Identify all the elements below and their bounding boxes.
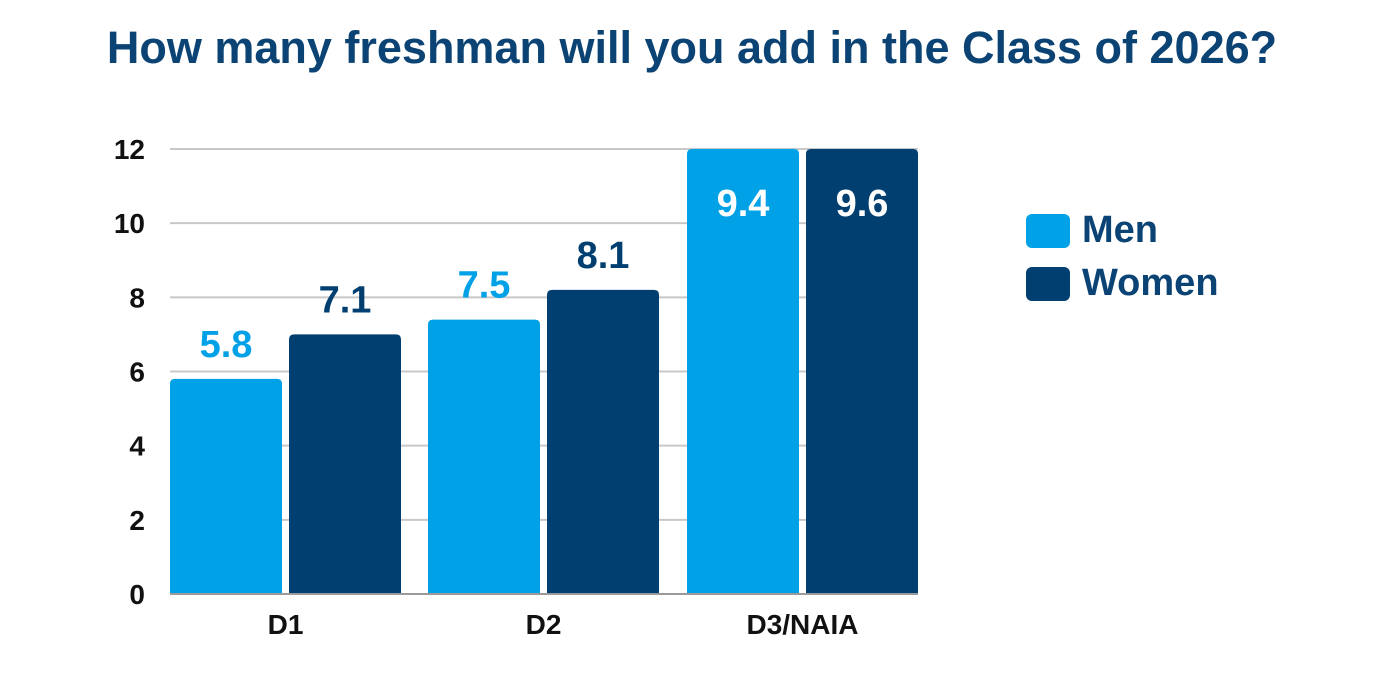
bar-women-d1 <box>289 334 401 594</box>
data-label-men-d3-naia: 9.4 <box>717 183 770 225</box>
legend-item-men: Men <box>1026 204 1219 257</box>
bar-men-d2 <box>428 319 540 594</box>
legend-swatch-men <box>1026 213 1070 248</box>
data-label-men-d2: 7.5 <box>458 265 511 307</box>
bars: 5.8 7.5 9.4 7.1 8.1 9.6 <box>170 149 918 595</box>
y-tick-label: 4 <box>129 431 145 462</box>
data-label-women-d3-naia: 9.6 <box>836 183 889 225</box>
y-tick-label: 2 <box>129 505 145 536</box>
x-tick-label: D1 <box>268 609 304 640</box>
y-tick-label: 10 <box>114 208 145 239</box>
legend: Men Women <box>1026 204 1219 310</box>
bar-men-d1 <box>170 378 282 594</box>
grid-lines <box>170 148 918 521</box>
x-tick-label: D3/NAIA <box>746 609 858 640</box>
x-axis-ticks: D1 D2 D3/NAIA <box>268 609 859 640</box>
y-tick-label: 8 <box>129 282 145 313</box>
data-label-women-d2: 8.1 <box>577 235 630 277</box>
bar-women-d2 <box>547 289 659 594</box>
legend-label-women: Women <box>1082 262 1219 304</box>
y-axis-ticks: 0 2 4 6 8 10 12 <box>114 134 146 610</box>
bar-women-d3-naia <box>806 149 918 594</box>
data-label-women-d1: 7.1 <box>319 279 372 321</box>
chart-title: How many freshman will you add in the Cl… <box>106 22 1278 73</box>
legend-label-men: Men <box>1082 209 1158 251</box>
x-tick-label: D2 <box>526 609 562 640</box>
y-tick-label: 0 <box>129 579 145 610</box>
bar-men-d3-naia <box>687 149 799 594</box>
data-label-men-d1: 5.8 <box>200 324 253 366</box>
y-tick-label: 12 <box>114 134 145 165</box>
legend-item-women: Women <box>1026 257 1219 310</box>
y-tick-label: 6 <box>129 357 145 388</box>
legend-swatch-women <box>1026 266 1070 301</box>
